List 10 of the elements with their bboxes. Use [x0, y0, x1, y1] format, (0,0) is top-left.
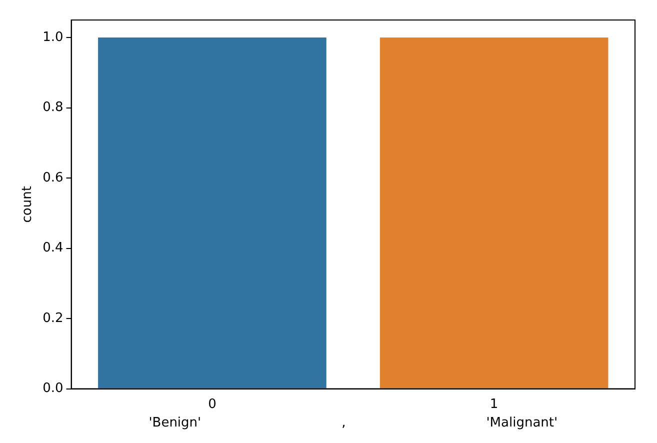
y-tick-label: 0.8: [42, 100, 64, 116]
y-tick-label: 0.6: [42, 170, 64, 186]
x-tick-label: 1: [490, 396, 498, 412]
y-tick-label: 0.4: [42, 240, 64, 256]
x-axis-title: 'Benign' , 'Malignant': [148, 416, 558, 431]
y-tick-label: 1.0: [42, 30, 64, 45]
y-tick-label: 0.2: [42, 310, 64, 326]
x-tick-label: 0: [208, 396, 216, 412]
y-axis-title: count: [20, 186, 36, 223]
y-tick-label: 0.0: [42, 381, 64, 396]
